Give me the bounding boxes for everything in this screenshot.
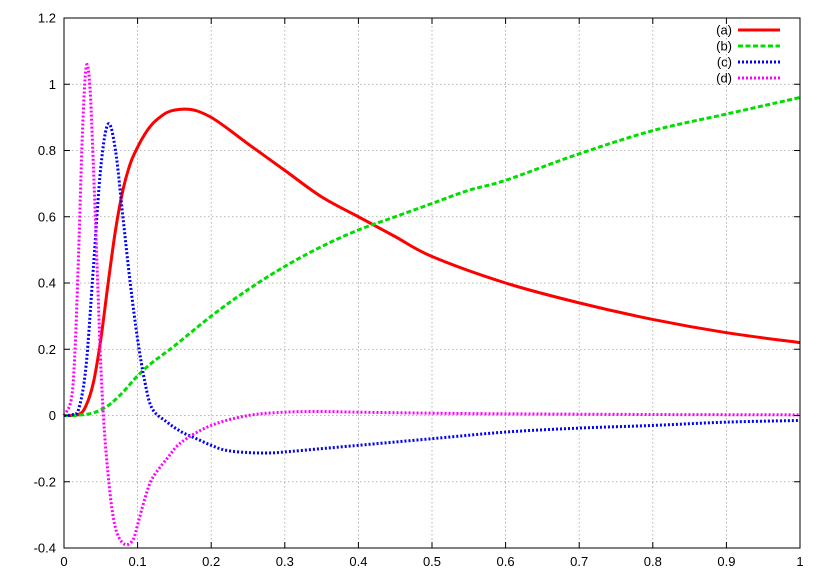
series-line-b: [63, 96, 801, 417]
legend-label: (c): [717, 55, 732, 70]
x-tick-label: 0.1: [129, 554, 147, 569]
x-tick-label: 0.8: [644, 554, 662, 569]
grid: [64, 18, 800, 548]
y-tick-label: 0: [49, 408, 56, 423]
x-tick-label: 0.5: [423, 554, 441, 569]
x-tick-label: 0.7: [570, 554, 588, 569]
x-tick-label: 0: [60, 554, 67, 569]
x-tick-label: 0.3: [276, 554, 294, 569]
x-tick-label: 0.2: [202, 554, 220, 569]
series-line-a: [63, 107, 801, 418]
y-axis-labels: -0.4 -0.2 0 0.2 0.4 0.6 0.8 1 1.2: [34, 11, 56, 556]
series-group: [62, 62, 801, 547]
series-line-d: [62, 62, 801, 547]
y-tick-label: 0.2: [38, 342, 56, 357]
x-tick-label: 0.6: [497, 554, 515, 569]
x-tick-label: 1: [796, 554, 803, 569]
y-tick-label: 0.6: [38, 209, 56, 224]
x-tick-label: 0.4: [349, 554, 367, 569]
legend-label: (a): [716, 23, 732, 38]
y-tick-label: 1: [49, 77, 56, 92]
legend-label: (d): [716, 71, 732, 86]
y-tick-label: -0.2: [34, 474, 56, 489]
x-tick-label: 0.9: [717, 554, 735, 569]
y-tick-label: 1.2: [38, 11, 56, 26]
series-line-c: [63, 122, 801, 455]
y-tick-label: 0.4: [38, 276, 56, 291]
axis-ticks: [63, 17, 801, 549]
y-tick-label: -0.4: [34, 541, 56, 556]
y-tick-label: 0.8: [38, 143, 56, 158]
legend: (a)(b)(c)(d): [716, 23, 780, 86]
legend-label: (b): [716, 39, 732, 54]
x-axis-labels: 0 0.1 0.2 0.3 0.4 0.5 0.6 0.7 0.8 0.9 1: [60, 554, 803, 569]
